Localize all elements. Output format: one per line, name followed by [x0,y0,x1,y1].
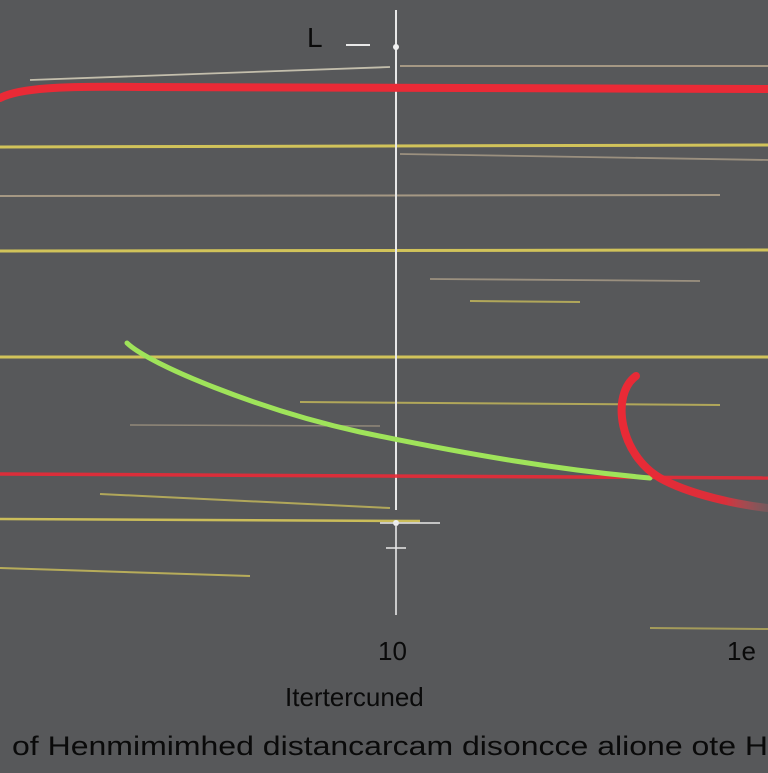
gridline [0,248,768,253]
faint-gridline [469,300,581,303]
faint-gridline [649,627,768,630]
faint-gridline [0,194,721,197]
gridline [0,143,768,149]
gridlines [0,65,768,630]
caption: of Henmimimhed distancarcam disoncce ali… [12,731,768,761]
faint-gridline [429,278,701,282]
faint-gridline [99,493,391,509]
series-group [0,82,768,512]
series-red-line [0,82,768,102]
x-tick-label: 1e [727,636,756,666]
faint-gridline [29,66,391,81]
x-axis-label: Itertercuned [285,682,424,712]
axis-dot [393,44,399,50]
faint-gridline [0,567,251,577]
chart-text: L 10 1e Itertercuned of Henmimimhed dist… [12,22,768,761]
series-red-hook [617,372,768,512]
y-axis [346,10,440,615]
gridline [0,517,421,523]
series-green-curve [124,340,653,481]
top-label: L [307,22,323,53]
faint-gridline [399,153,768,161]
x-tick-label: 10 [378,636,407,666]
faint-gridline [299,401,721,406]
